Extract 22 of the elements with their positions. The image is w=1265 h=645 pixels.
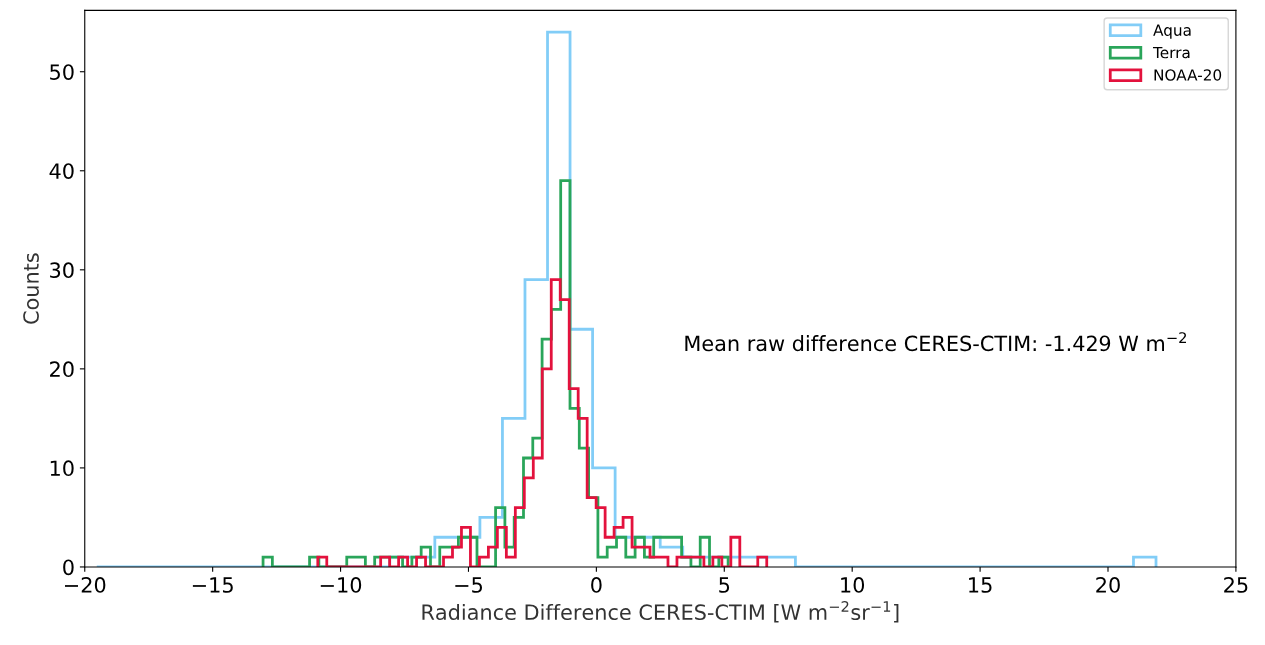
legend-label: Aqua	[1153, 24, 1191, 39]
x-tick-label: 20	[1096, 577, 1120, 593]
legend-label: Terra	[1152, 46, 1190, 59]
x-tick-label: 10	[841, 577, 865, 593]
x-tick-label: 5	[719, 577, 730, 593]
x-tick-label: −5	[455, 577, 483, 593]
x-tick-label: 0	[591, 577, 602, 593]
y-axis-title: Counts	[23, 253, 39, 324]
y-tick-label: 40	[49, 163, 74, 179]
x-axis-title: Radiance Difference CERES-CTIM [W m$^{−2}$sr$^{−1}$]	[422, 600, 899, 623]
x-tick-label: −20	[64, 577, 106, 593]
x-tick-label: −10	[320, 577, 362, 593]
x-tick-label: 25	[1224, 577, 1248, 593]
legend-label: NOAA-20	[1154, 69, 1222, 81]
y-tick-label: 0	[63, 559, 74, 576]
x-tick-label: −15	[192, 577, 233, 593]
x-tick-label: 15	[969, 577, 992, 593]
y-tick-label: 30	[50, 262, 74, 279]
y-tick-label: 50	[50, 64, 74, 80]
y-tick-label: 10	[50, 460, 74, 477]
y-tick-label: 20	[50, 361, 74, 378]
annotation: Mean raw difference CERES-CTIM: -1.429 W m$^{−2}$	[685, 332, 1186, 352]
